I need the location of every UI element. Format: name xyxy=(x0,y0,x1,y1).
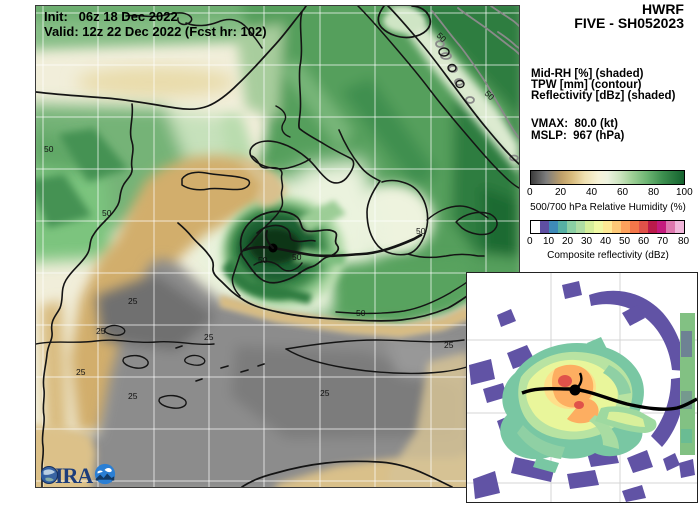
svg-text:25: 25 xyxy=(128,296,138,306)
svg-text:25: 25 xyxy=(76,367,86,377)
svg-text:50: 50 xyxy=(292,252,302,262)
svg-text:25: 25 xyxy=(444,340,454,350)
svg-text:25: 25 xyxy=(96,326,106,336)
svg-text:50: 50 xyxy=(356,308,366,318)
svg-text:25: 25 xyxy=(204,332,214,342)
svg-text:25: 25 xyxy=(320,388,330,398)
svg-text:50: 50 xyxy=(416,226,426,236)
svg-text:25: 25 xyxy=(128,391,138,401)
svg-text:50: 50 xyxy=(44,144,54,154)
svg-text:50: 50 xyxy=(102,208,112,218)
svg-text:50: 50 xyxy=(258,255,268,265)
